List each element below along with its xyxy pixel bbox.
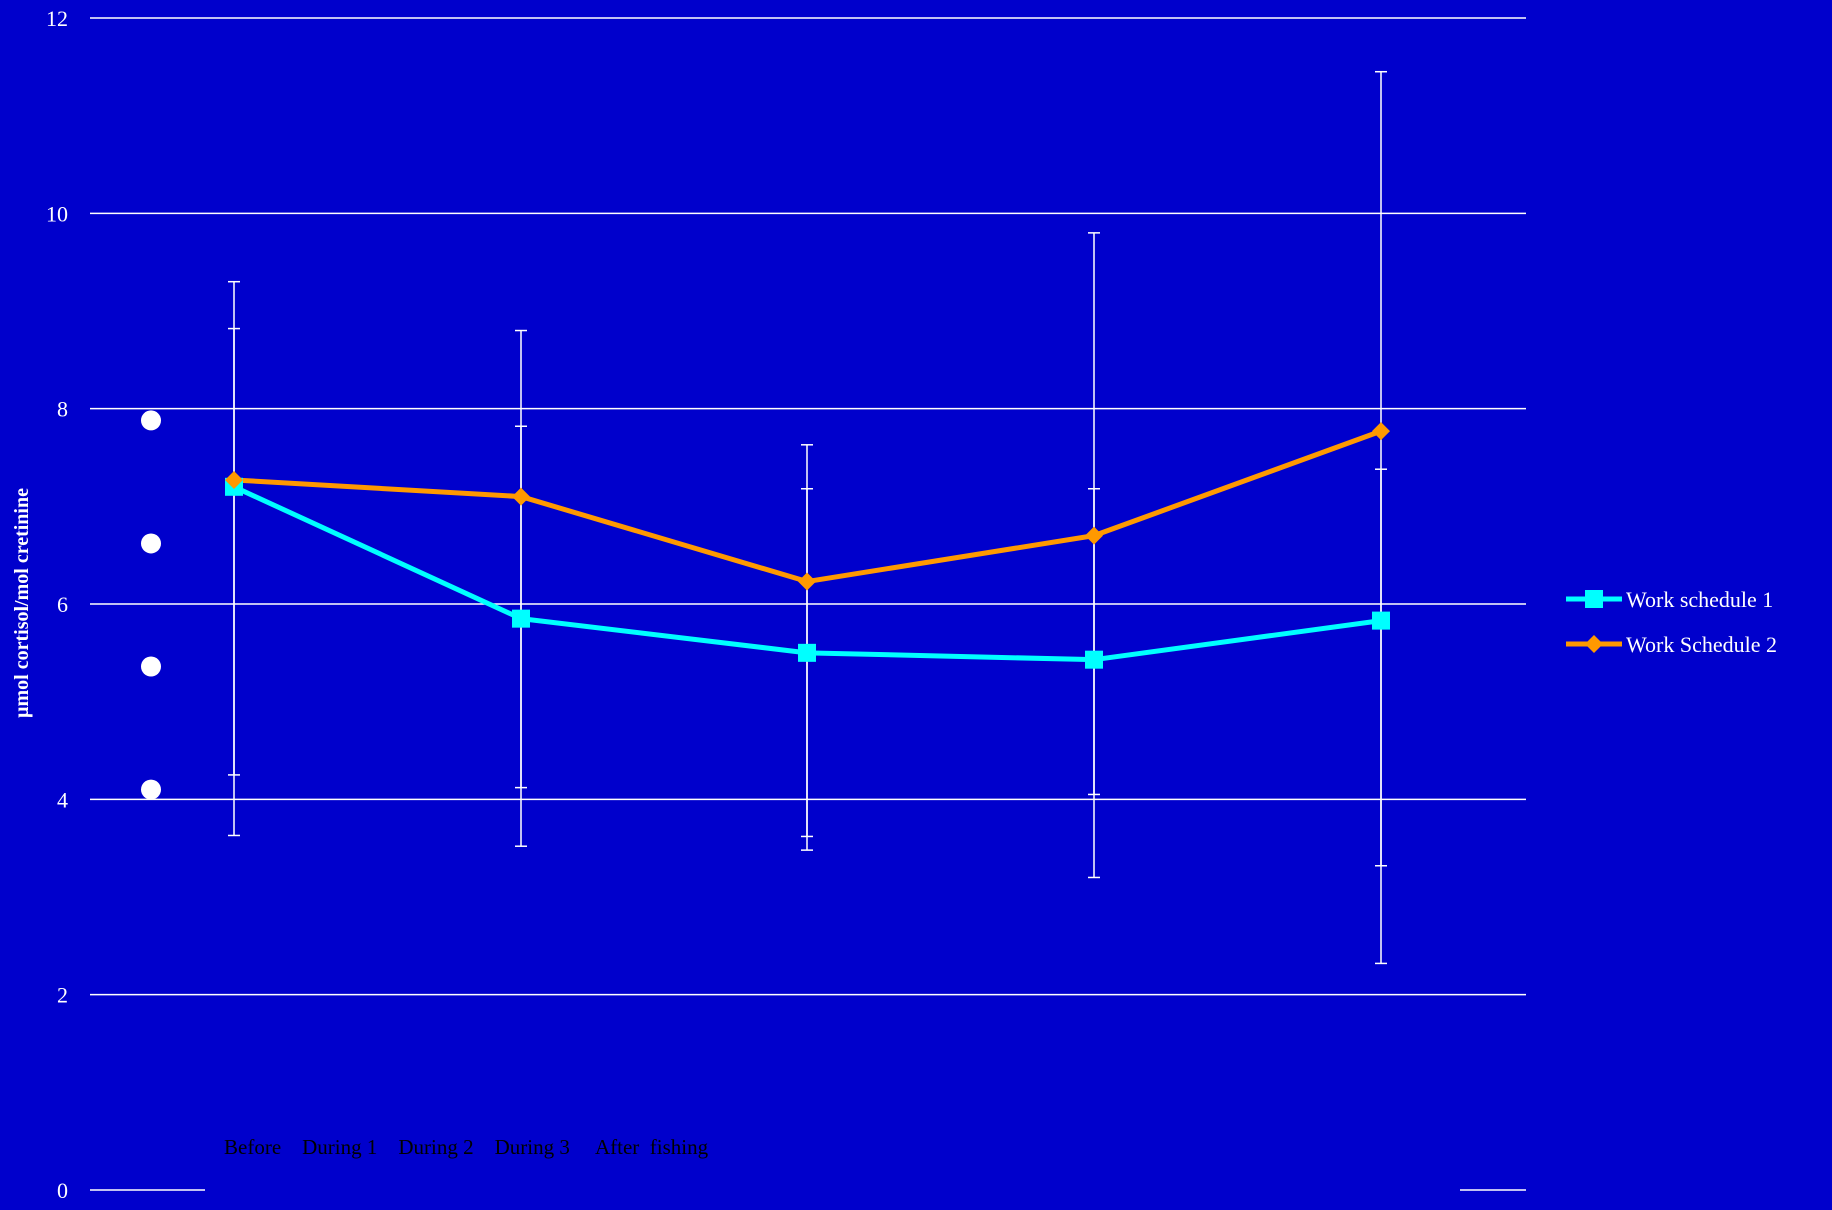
legend: Work schedule 1 Work Schedule 2 (1566, 587, 1777, 657)
annotation-dots (141, 410, 161, 800)
error-bars (228, 70, 1387, 965)
series-markers (225, 422, 1390, 669)
y-tick-label-12: 12 (46, 6, 68, 31)
gridlines (90, 17, 1526, 1191)
legend-label-1: Work schedule 1 (1626, 587, 1773, 612)
marker-s1-3 (798, 643, 816, 662)
annotation-dot-3 (141, 656, 161, 677)
marker-s1-2 (512, 609, 530, 628)
y-axis: 0 2 4 6 8 10 12 (46, 6, 68, 1203)
category-labels: Before During 1 During 2 During 3 After … (224, 1135, 709, 1159)
y-tick-label-0: 0 (57, 1178, 68, 1203)
legend-label-2: Work Schedule 2 (1626, 632, 1777, 657)
annotation-dot-1 (141, 410, 161, 431)
marker-s2-1 (225, 470, 243, 489)
legend-swatch-marker-2 (1585, 635, 1603, 653)
marker-s1-4 (1085, 650, 1103, 669)
legend-swatch-marker-1 (1585, 590, 1603, 608)
marker-s2-2 (512, 487, 530, 506)
y-tick-label-6: 6 (57, 592, 68, 617)
y-tick-label-8: 8 (57, 397, 68, 422)
y-axis-label: µmol cortisol/mol cretinine (11, 488, 33, 718)
marker-s2-4 (1085, 526, 1103, 545)
marker-s2-3 (798, 572, 816, 591)
marker-s2-5 (1372, 422, 1390, 441)
y-tick-label-2: 2 (57, 983, 68, 1008)
marker-s1-5 (1372, 611, 1390, 630)
y-tick-label-4: 4 (57, 787, 68, 812)
annotation-dot-2 (141, 533, 161, 554)
annotation-dot-4 (141, 779, 161, 800)
y-tick-label-10: 10 (46, 201, 68, 226)
